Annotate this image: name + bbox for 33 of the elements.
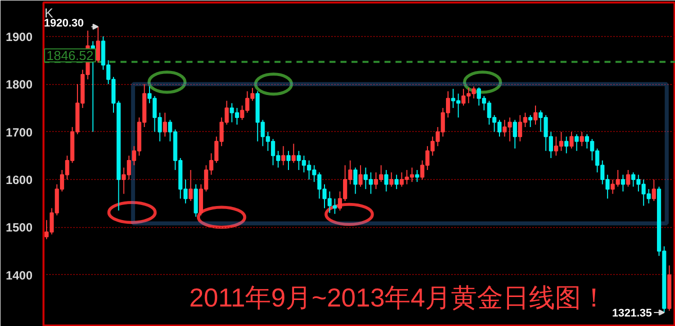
candlestick	[353, 167, 358, 194]
y-tick-label: 1900	[6, 30, 33, 44]
candlestick	[652, 179, 656, 202]
candlestick	[528, 114, 532, 128]
candlestick	[394, 174, 399, 190]
candlestick	[512, 119, 517, 150]
candlestick	[415, 169, 420, 182]
y-tick-label: 1600	[6, 173, 33, 188]
candlestick	[574, 134, 579, 152]
candlestick	[286, 150, 291, 170]
candlestick	[389, 172, 394, 188]
candlestick	[533, 105, 538, 126]
candlestick	[96, 26, 100, 64]
annotation: 2011年9月~2013年4月黄金日线图！	[189, 282, 608, 312]
ref-line-label: 1846.52	[46, 48, 94, 63]
y-tick-label: 1400	[6, 268, 33, 282]
y-tick-label: 1700	[6, 125, 33, 140]
candlestick	[281, 146, 286, 166]
candlestick	[162, 112, 168, 138]
candlestick	[564, 136, 568, 154]
candlestick	[292, 143, 296, 164]
candlestick	[194, 184, 198, 218]
candlestick	[626, 169, 630, 188]
candlestick	[384, 169, 388, 192]
candlestick	[188, 169, 193, 202]
annotation: 1920.30	[44, 18, 84, 30]
annotation: 1321.35	[612, 307, 652, 320]
candlestick	[358, 164, 363, 188]
candlestick	[569, 131, 574, 150]
candlestick	[580, 131, 584, 147]
y-tick-label: 1500	[6, 220, 33, 235]
y-tick-label: 1800	[6, 78, 33, 92]
candlestick	[620, 174, 626, 192]
